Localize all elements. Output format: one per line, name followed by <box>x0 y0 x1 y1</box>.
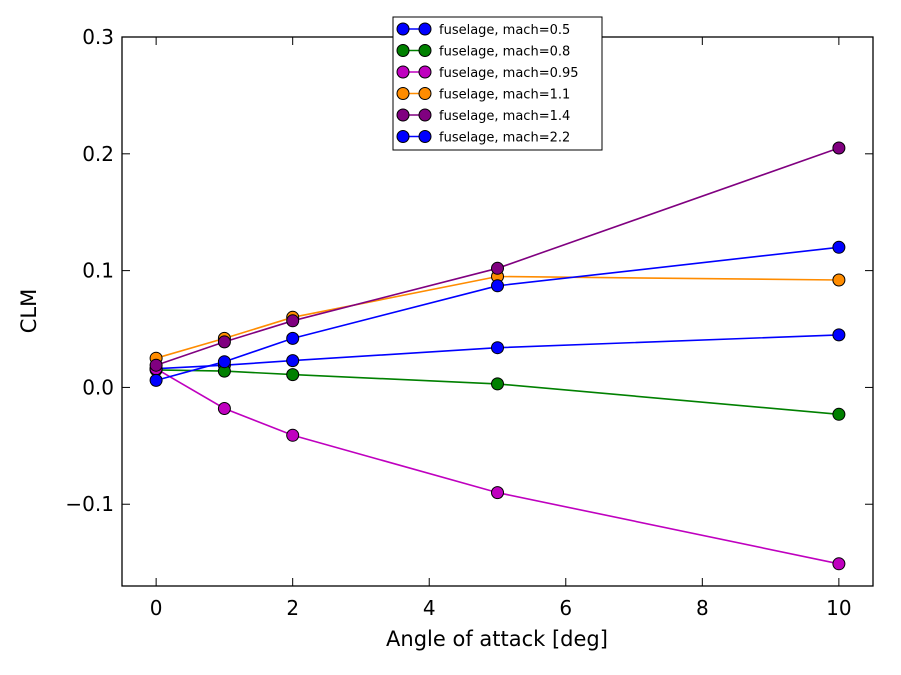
y-tick-label: 0.2 <box>82 142 114 166</box>
x-tick-label: 10 <box>826 596 851 620</box>
legend-swatch-marker <box>418 65 432 79</box>
y-tick-label: −0.1 <box>65 492 114 516</box>
legend-label: fuselage, mach=1.4 <box>439 109 570 124</box>
legend-swatch-marker <box>418 87 432 100</box>
x-tick-label: 6 <box>559 596 572 620</box>
data-point <box>217 402 231 415</box>
data-point <box>491 279 504 293</box>
legend-swatch-marker <box>396 65 410 79</box>
y-tick-label: 0.3 <box>82 25 114 49</box>
y-tick-label: 0.0 <box>82 375 114 399</box>
series-line-2 <box>155 368 840 565</box>
x-tick-label: 8 <box>696 596 709 620</box>
x-tick-label: 0 <box>150 596 163 620</box>
series-line-1 <box>156 369 839 416</box>
x-tick-label: 2 <box>286 596 299 620</box>
data-point <box>491 341 504 355</box>
legend-label: fuselage, mach=2.2 <box>439 131 570 146</box>
legend-label: fuselage, mach=0.95 <box>439 66 579 81</box>
legend-swatch-marker <box>418 22 432 36</box>
data-point <box>286 368 300 382</box>
y-tick-label: 0.1 <box>82 259 114 283</box>
legend: fuselage, mach=0.5 fuselage, mach=0.8 fuse… <box>392 16 603 151</box>
x-axis-label: Angle of attack [deg] <box>386 627 608 651</box>
legend-swatch-marker <box>418 108 432 122</box>
legend-swatch-marker <box>396 44 410 57</box>
data-point <box>491 486 504 500</box>
legend-label: fuselage, mach=0.8 <box>439 45 570 60</box>
data-point <box>491 377 504 391</box>
data-point <box>832 407 846 421</box>
series-line-4 <box>155 147 840 366</box>
data-point <box>832 557 846 571</box>
legend-swatch-marker <box>396 130 410 143</box>
data-point <box>149 358 163 372</box>
y-axis-label: CLM <box>17 289 41 333</box>
legend-label: fuselage, mach=0.5 <box>439 23 570 38</box>
data-point <box>832 273 846 287</box>
legend-swatch-marker <box>418 130 432 143</box>
data-point <box>286 314 300 328</box>
data-point <box>491 261 504 275</box>
legend-swatch-marker <box>418 44 432 57</box>
series-layer <box>149 141 846 571</box>
data-point <box>286 354 300 368</box>
x-tick-label: 4 <box>423 596 436 620</box>
legend-box <box>392 16 603 151</box>
data-point <box>832 328 846 342</box>
data-point <box>286 428 300 442</box>
legend-label: fuselage, mach=1.1 <box>439 88 570 103</box>
data-point <box>217 355 231 369</box>
data-point <box>832 240 846 254</box>
data-point <box>832 141 846 155</box>
data-point <box>149 373 163 387</box>
tick-layer: 0 2 4 6 8 10 −0.1 0.0 0.1 0.2 0.3 <box>65 25 873 620</box>
data-point <box>286 331 300 345</box>
data-point <box>217 335 231 349</box>
legend-swatch-marker <box>396 87 410 100</box>
legend-swatch-marker <box>396 108 410 122</box>
legend-swatch-marker <box>396 22 410 36</box>
